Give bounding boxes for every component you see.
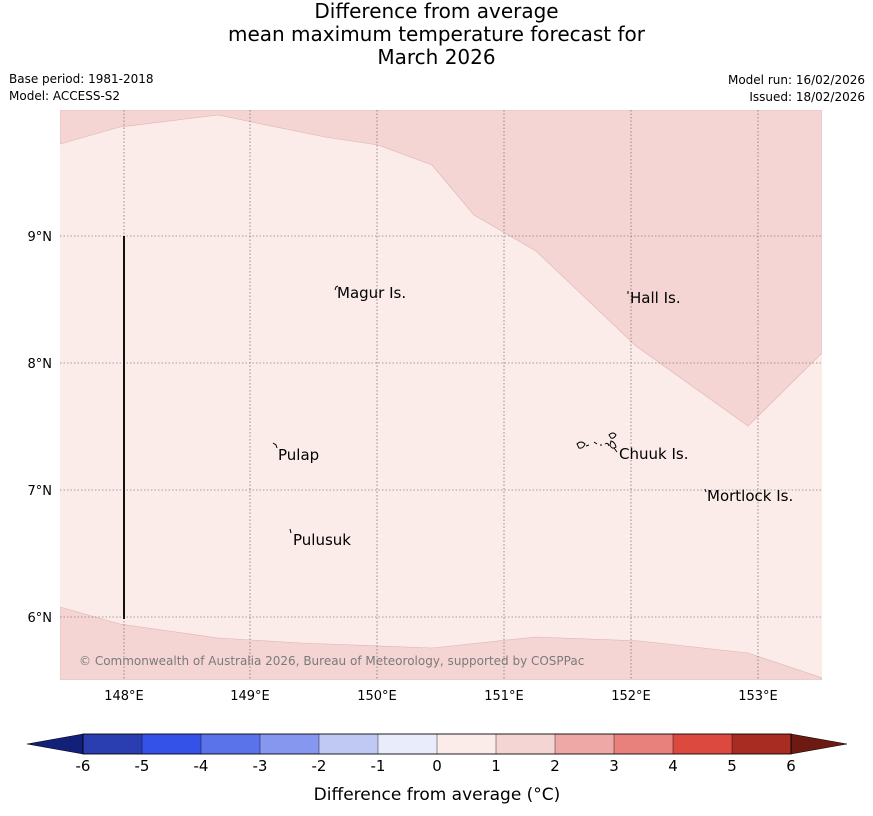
longitude-tick-labels: 148°E 149°E 150°E 151°E 152°E 153°E [104, 689, 778, 704]
colorbar-segment [731, 733, 792, 755]
anomaly-band-1-2-bottom [60, 606, 822, 680]
lat-tick-7: 7°N [28, 484, 53, 499]
lat-tick-6: 6°N [28, 611, 53, 626]
colorbar-frame [82, 733, 792, 755]
colorbar-segment [318, 733, 379, 755]
map-title: Difference from average mean maximum tem… [0, 0, 873, 69]
pulusuk-island-shape [289, 528, 292, 534]
colorbar-under-arrow [26, 733, 84, 755]
lon-tick-150: 150°E [357, 689, 397, 704]
latitude-tick-labels: 9°N 8°N 7°N 6°N [28, 230, 53, 626]
colorbar-tick: 3 [609, 757, 619, 775]
lon-tick-152: 152°E [611, 689, 651, 704]
colorbar-segment [495, 733, 556, 755]
title-line-1: Difference from average [314, 0, 559, 23]
colorbar-tick: 5 [727, 757, 737, 775]
colorbar-tick: 1 [491, 757, 501, 775]
place-chuuk: Chuuk Is. [619, 445, 688, 463]
lon-tick-149: 149°E [230, 689, 270, 704]
colorbar: -6 -5 -4 -3 -2 -1 0 1 2 3 4 5 6 Difference from aver… [26, 733, 848, 805]
lon-tick-151: 151°E [484, 689, 524, 704]
colorbar-tick: -2 [312, 757, 327, 775]
colorbar-segment [377, 733, 438, 755]
lat-tick-8: 8°N [28, 357, 53, 372]
colorbar-tick: -3 [253, 757, 268, 775]
island-outlines [272, 285, 707, 534]
colorbar-segment [672, 733, 733, 755]
colorbar-tick: -4 [194, 757, 209, 775]
meta-left: Base period: 1981-2018 Model: ACCESS-S2 [9, 71, 154, 105]
colorbar-tick: -5 [135, 757, 150, 775]
model-name: Model: ACCESS-S2 [9, 89, 121, 103]
colorbar-segment [141, 733, 202, 755]
colorbar-segment [82, 733, 143, 755]
colorbar-tick: 2 [550, 757, 560, 775]
title-line-2: mean maximum temperature forecast for [227, 22, 645, 46]
place-pulap: Pulap [278, 446, 319, 464]
colorbar-segment [259, 733, 320, 755]
colorbar-tick: -1 [371, 757, 386, 775]
colorbar-segment [200, 733, 261, 755]
lon-tick-153: 153°E [738, 689, 778, 704]
colorbar-over-arrow [790, 733, 848, 755]
issued-date: Issued: 18/02/2026 [749, 90, 865, 104]
colorbar-tick: -6 [76, 757, 91, 775]
lat-tick-9: 9°N [28, 230, 53, 245]
colorbar-tick: 4 [668, 757, 678, 775]
pulap-island-shape [272, 442, 278, 449]
meta-right: Model run: 16/02/2026 Issued: 18/02/2026 [728, 72, 865, 106]
map-panel: Magur Is. Hall Is. Pulap Chuuk Is. Mortl… [60, 110, 822, 680]
place-hall: Hall Is. [630, 289, 681, 307]
place-mortlock: Mortlock Is. [707, 487, 793, 505]
title-line-3: March 2026 [377, 45, 496, 69]
place-pulusuk: Pulusuk [293, 531, 351, 549]
lon-tick-148: 148°E [104, 689, 144, 704]
base-period: Base period: 1981-2018 [9, 72, 154, 86]
colorbar-segment [613, 733, 674, 755]
colorbar-tick: 0 [432, 757, 442, 775]
anomaly-band-1-2-top [60, 110, 822, 427]
model-run: Model run: 16/02/2026 [727, 73, 865, 87]
colorbar-segment [436, 733, 497, 755]
magur-island-shape [334, 285, 339, 291]
colorbar-tick: 6 [786, 757, 796, 775]
colorbar-label: Difference from average (°C) [314, 785, 561, 805]
place-magur: Magur Is. [337, 284, 406, 302]
colorbar-segments [82, 733, 792, 755]
chuuk-island-shape [576, 432, 618, 453]
colorbar-segment [554, 733, 615, 755]
place-labels: Magur Is. Hall Is. Pulap Chuuk Is. Mortl… [278, 284, 793, 549]
mortlock-island-shape [704, 488, 707, 493]
colorbar-tick-labels: -6 -5 -4 -3 -2 -1 0 1 2 3 4 5 6 [76, 757, 796, 775]
copyright-notice: © Commonwealth of Australia 2026, Bureau… [79, 654, 584, 668]
